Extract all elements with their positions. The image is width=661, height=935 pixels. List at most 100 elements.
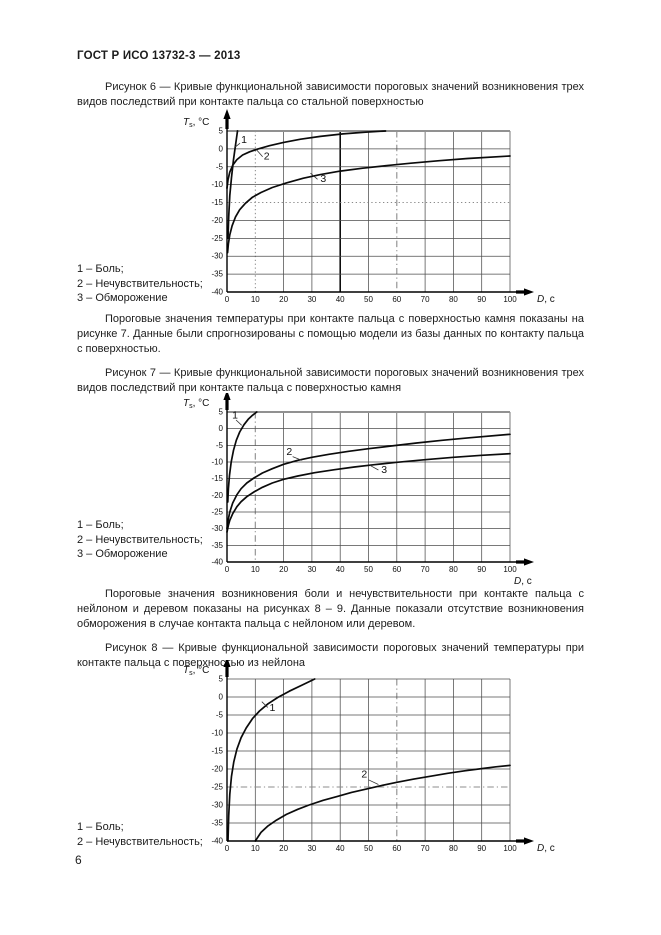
y-tick-label: -5 — [216, 711, 224, 720]
curve-1 — [226, 411, 258, 503]
y-tick-label: 5 — [219, 127, 224, 136]
figure-8-chart-svg: 120 10 20 30 40 50 60 70 80 90 10050-5-10-15-20-25… — [183, 657, 555, 854]
y-tick-label: -30 — [211, 252, 223, 261]
curve-label-1: 1 — [241, 134, 247, 146]
y-axis-arrow-icon — [223, 109, 231, 119]
y-tick-label: -35 — [211, 541, 223, 550]
legend-item: 3 – Обморожение — [77, 548, 168, 560]
y-tick-label: 5 — [219, 408, 224, 417]
figure-8-caption: Рисунок 8 — Кривые функциональной зависи… — [77, 642, 584, 669]
y-tick-label: 5 — [219, 675, 224, 684]
legend-item: 3 – Обморожение — [77, 292, 168, 304]
legend-item: 1 – Боль; — [77, 263, 124, 275]
x-axis-arrow-icon — [524, 837, 534, 845]
curve-label-2: 2 — [286, 446, 292, 458]
x-tick-label: 40 — [336, 565, 345, 574]
paragraph-nylon-wood-intro: Пороговые значения возникновения боли и … — [77, 588, 584, 630]
figure-6-caption: Рисунок 6 — Кривые функциональной зависи… — [77, 81, 584, 108]
curve-3 — [226, 452, 511, 533]
x-axis-label: D, с — [514, 576, 532, 587]
y-tick-label: -40 — [211, 837, 223, 846]
x-tick-label: 70 — [421, 295, 430, 304]
curve-2 — [226, 130, 387, 190]
x-tick-label: 70 — [421, 565, 430, 574]
x-tick-label: 30 — [307, 295, 316, 304]
figure-7-chart: 1 2 3 0 10 20 30 40 50 60 70 80 90 100 5 0 -5 -10 -15 -20 -2… — [179, 390, 599, 598]
legend-item: 2 – Нечувствительность; — [77, 835, 203, 848]
x-axis-arrow-icon — [524, 558, 534, 566]
curve-label-3: 3 — [320, 173, 326, 185]
legend-item: 2 – Нечувствительность; — [77, 277, 203, 290]
legend-item: 1 – Боль; — [77, 821, 124, 833]
curve-label-2: 2 — [361, 768, 367, 780]
x-tick-label: 10 — [251, 844, 260, 853]
page-number: 6 — [75, 853, 82, 867]
x-tick-label: 30 — [307, 844, 316, 853]
y-tick-label: -20 — [211, 491, 223, 500]
x-tick-label: 10 — [251, 295, 260, 304]
curve-label-1: 1 — [269, 702, 275, 714]
y-tick-label: 0 — [219, 424, 224, 433]
curve-label-leader — [261, 701, 269, 708]
legend-item: 2 – Нечувствительность; — [77, 533, 203, 546]
y-tick-label: -5 — [216, 162, 224, 171]
x-axis-arrow-icon — [524, 288, 534, 296]
figure-8-chart: 1 2 0 10 20 30 40 50 60 70 80 90 100 5 0 -5 -10 -15 -20 -25… — [179, 657, 599, 865]
curve-label-leader — [235, 419, 242, 426]
curve-1 — [227, 130, 239, 240]
x-tick-label: 60 — [392, 295, 401, 304]
curve-1 — [227, 678, 316, 842]
y-axis-arrow-icon — [223, 390, 231, 400]
y-tick-label: -35 — [211, 270, 223, 279]
y-axis-label: Ts, °C — [183, 117, 209, 129]
y-axis-label: Ts, °C — [183, 665, 209, 677]
y-tick-label: -10 — [211, 180, 223, 189]
y-tick-label: -15 — [211, 747, 223, 756]
curve-label-leader — [368, 779, 379, 785]
curve-2 — [226, 433, 511, 530]
curve-3 — [226, 155, 511, 254]
x-tick-label: 20 — [279, 565, 288, 574]
x-tick-label: 80 — [449, 565, 458, 574]
x-tick-label: 40 — [336, 844, 345, 853]
legend-item: 1 – Боль; — [77, 519, 124, 531]
curve-label-3: 3 — [381, 464, 387, 476]
x-tick-label: 0 — [225, 565, 230, 574]
y-tick-label: 0 — [219, 144, 224, 153]
x-axis-label: D, с — [537, 294, 555, 305]
figure-7-caption: Рисунок 7 — Кривые функциональной зависи… — [77, 367, 584, 394]
x-tick-label: 90 — [477, 295, 486, 304]
x-tick-label: 90 — [477, 565, 486, 574]
y-tick-label: -25 — [211, 783, 223, 792]
curve-label-leader — [256, 149, 263, 158]
curve-label-1: 1 — [232, 410, 238, 422]
x-tick-label: 70 — [421, 844, 430, 853]
x-tick-label: 80 — [449, 844, 458, 853]
y-tick-label: -25 — [211, 234, 223, 243]
y-tick-label: -10 — [211, 458, 223, 467]
x-tick-label: 100 — [503, 844, 517, 853]
y-tick-label: -40 — [211, 558, 223, 567]
y-tick-label: -15 — [211, 198, 223, 207]
curve-label-leader — [310, 172, 318, 180]
figure-6-legend: 1 – Боль; 2 – Нечувствительность; 3 – Об… — [77, 262, 203, 306]
y-tick-label: -30 — [211, 524, 223, 533]
x-tick-label: 50 — [364, 844, 373, 853]
paragraph-stone-intro: Пороговые значения температуры при конта… — [77, 313, 584, 355]
y-tick-label: -10 — [211, 729, 223, 738]
x-tick-label: 100 — [503, 295, 517, 304]
x-tick-label: 60 — [392, 565, 401, 574]
x-tick-label: 0 — [225, 844, 230, 853]
figure-8-legend: 1 – Боль; 2 – Нечувствительность; — [77, 820, 203, 849]
x-tick-label: 50 — [364, 565, 373, 574]
x-tick-label: 0 — [225, 295, 230, 304]
y-axis-arrow-icon — [223, 657, 231, 667]
curve-label-leader — [292, 456, 303, 461]
x-tick-label: 30 — [307, 565, 316, 574]
x-tick-label: 80 — [449, 295, 458, 304]
curve-label-leader — [234, 142, 241, 148]
curve-2 — [254, 764, 511, 842]
